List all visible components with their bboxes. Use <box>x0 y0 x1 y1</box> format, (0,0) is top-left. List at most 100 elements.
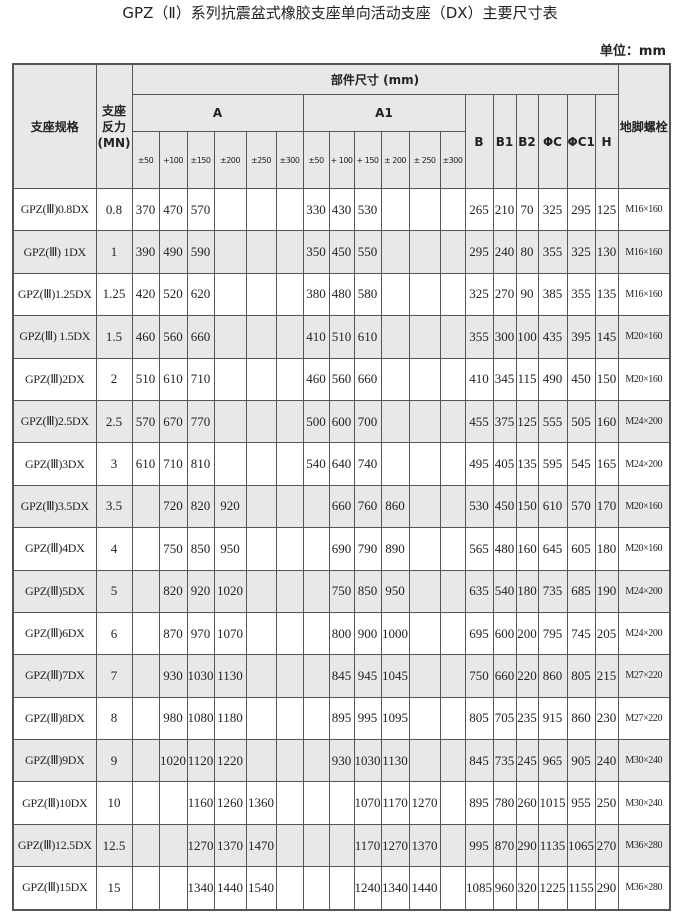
cell-a1 <box>302 569 330 613</box>
cell-a1 <box>302 739 330 783</box>
cell-h: 150 <box>594 357 619 401</box>
cell-phic1: 450 <box>566 357 596 401</box>
cell-a: 950 <box>213 527 247 571</box>
cell-a1 <box>302 484 330 529</box>
cell-spec: GPZ(Ⅲ)2DX <box>12 357 97 401</box>
cell-spec: GPZ(Ⅲ)9DX <box>12 739 97 783</box>
cell-b1: 450 <box>492 484 517 529</box>
table-row: GPZ(Ⅲ)4DX 4 750 850 950 690 790 890 565 480 160 645… <box>12 527 671 571</box>
header-a-tol-1: +100 <box>158 131 188 189</box>
cell-phic1: 505 <box>566 399 596 444</box>
cell-a1 <box>408 696 441 741</box>
cell-a: 1370 <box>213 823 247 868</box>
cell-a <box>245 696 277 741</box>
cell-a: 620 <box>186 272 215 317</box>
cell-b2: 70 <box>515 187 539 232</box>
cell-force: 2 <box>95 357 133 401</box>
cell-a: 980 <box>158 696 188 741</box>
cell-a <box>245 527 277 571</box>
cell-force: 7 <box>95 654 133 698</box>
cell-a1: 1240 <box>353 866 382 911</box>
header-a1-tol-1: + 100 <box>328 131 355 189</box>
cell-phic: 645 <box>537 527 568 571</box>
header-a1-tol-0: ±50 <box>302 131 330 189</box>
cell-a: 1440 <box>213 866 247 911</box>
header-a-tol-2: ±150 <box>186 131 215 189</box>
cell-a <box>275 569 304 613</box>
cell-a1 <box>408 357 441 401</box>
header-a1-tol-2: + 150 <box>353 131 382 189</box>
cell-force: 4 <box>95 527 133 571</box>
page-title: GPZ（Ⅱ）系列抗震盆式橡胶支座单向活动支座（DX）主要尺寸表 <box>122 4 558 22</box>
cell-bolt: M20×160 <box>617 484 671 529</box>
cell-phic: 1225 <box>537 866 568 911</box>
cell-b1: 705 <box>492 696 517 741</box>
cell-a <box>158 781 188 825</box>
cell-a: 820 <box>158 569 188 613</box>
cell-bolt: M36×280 <box>617 823 671 868</box>
cell-a1: 860 <box>380 484 410 529</box>
cell-a1 <box>408 654 441 698</box>
cell-a1 <box>380 187 410 232</box>
cell-b1: 960 <box>492 866 517 911</box>
cell-a1 <box>380 272 410 317</box>
cell-b2: 200 <box>515 611 539 656</box>
cell-b2: 320 <box>515 866 539 911</box>
cell-a: 1080 <box>186 696 215 741</box>
cell-b1: 780 <box>492 781 517 825</box>
cell-bolt: M16×160 <box>617 230 671 274</box>
cell-b1: 345 <box>492 357 517 401</box>
cell-a <box>245 315 277 359</box>
cell-a <box>131 696 160 741</box>
cell-b2: 90 <box>515 272 539 317</box>
cell-a: 970 <box>186 611 215 656</box>
table-row: GPZ(Ⅲ)3.5DX 3.5 720 820 920 660 760 860 530 450 15… <box>12 484 671 529</box>
cell-a: 1070 <box>213 611 247 656</box>
cell-b2: 180 <box>515 569 539 613</box>
cell-a1: 1340 <box>380 866 410 911</box>
cell-a1 <box>439 272 466 317</box>
cell-force: 1.25 <box>95 272 133 317</box>
header-B1: B1 <box>492 94 517 189</box>
cell-a1: 690 <box>328 527 355 571</box>
cell-b1: 540 <box>492 569 517 613</box>
cell-phic1: 325 <box>566 230 596 274</box>
cell-phic1: 1155 <box>566 866 596 911</box>
cell-bolt: M16×160 <box>617 272 671 317</box>
cell-spec: GPZ(Ⅲ) 1.5DX <box>12 315 97 359</box>
cell-a1: 1440 <box>408 866 441 911</box>
cell-force: 2.5 <box>95 399 133 444</box>
cell-b1: 270 <box>492 272 517 317</box>
cell-a: 390 <box>131 230 160 274</box>
cell-a1: 600 <box>328 399 355 444</box>
cell-b: 895 <box>464 781 494 825</box>
cell-spec: GPZ(Ⅲ)2.5DX <box>12 399 97 444</box>
cell-spec: GPZ(Ⅲ)0.8DX <box>12 187 97 232</box>
cell-a <box>213 357 247 401</box>
header-a1-tol-4: ± 250 <box>408 131 441 189</box>
cell-a1 <box>408 569 441 613</box>
cell-a1 <box>302 527 330 571</box>
cell-a1: 410 <box>302 315 330 359</box>
cell-a1 <box>439 739 466 783</box>
cell-a: 570 <box>131 399 160 444</box>
cell-a1: 900 <box>353 611 382 656</box>
header-a-tol-3: ±200 <box>213 131 247 189</box>
cell-a1 <box>408 315 441 359</box>
cell-b2: 135 <box>515 442 539 486</box>
cell-phic1: 295 <box>566 187 596 232</box>
cell-a <box>213 272 247 317</box>
cell-b: 355 <box>464 315 494 359</box>
cell-a <box>158 866 188 911</box>
cell-bolt: M24×200 <box>617 569 671 613</box>
cell-phic1: 860 <box>566 696 596 741</box>
cell-a1 <box>439 823 466 868</box>
cell-a1: 350 <box>302 230 330 274</box>
cell-bolt: M30×240 <box>617 739 671 783</box>
cell-bolt: M27×220 <box>617 654 671 698</box>
header-dimensions: 部件尺寸 (mm) <box>131 63 619 95</box>
cell-b: 1085 <box>464 866 494 911</box>
cell-a: 520 <box>158 272 188 317</box>
cell-a1 <box>439 442 466 486</box>
cell-h: 135 <box>594 272 619 317</box>
